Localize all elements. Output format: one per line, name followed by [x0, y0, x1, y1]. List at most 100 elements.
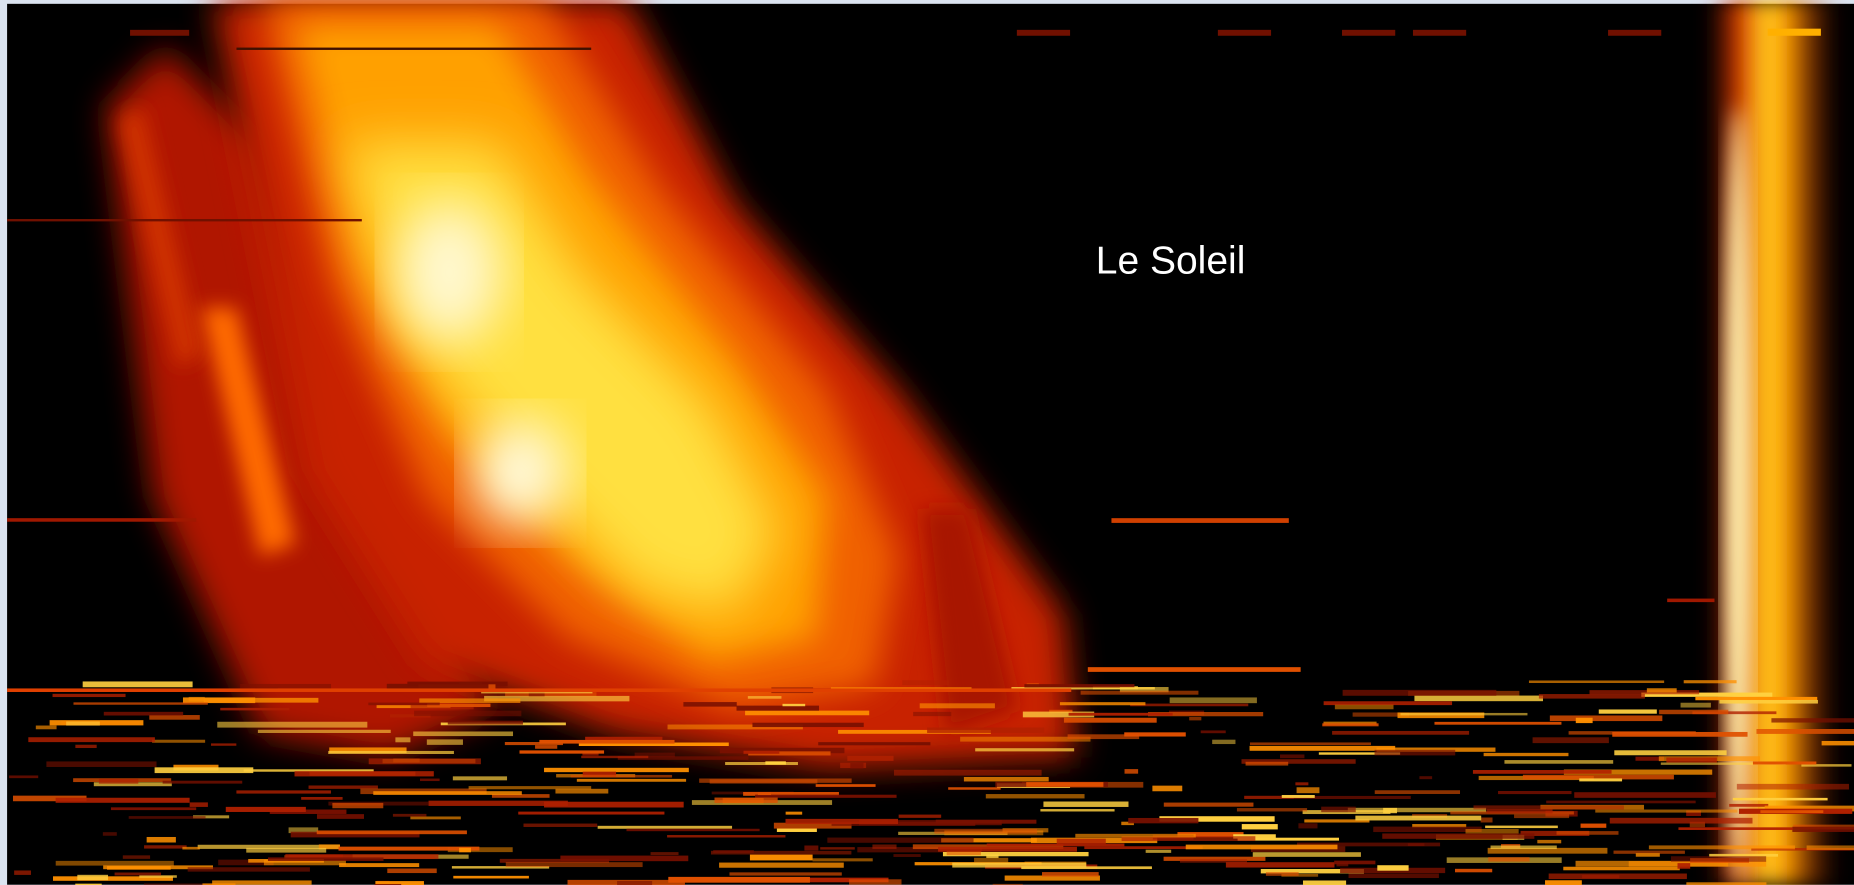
noise-line	[35, 725, 57, 730]
noise-line	[1124, 732, 1186, 737]
noise-line	[1546, 800, 1696, 804]
noise-line	[710, 850, 852, 855]
noise-line	[1021, 866, 1152, 870]
noise-line	[182, 846, 200, 850]
noise-line	[1059, 702, 1146, 706]
noise-line	[128, 816, 206, 819]
noise-line	[93, 782, 172, 787]
noise-line	[1771, 718, 1854, 723]
noise-line	[1348, 873, 1439, 879]
noise-line	[1355, 815, 1482, 821]
noise-line	[7, 688, 1072, 692]
noise-line	[985, 794, 1085, 799]
noise-line	[785, 811, 803, 815]
noise-line	[1252, 852, 1361, 857]
noise-line	[154, 767, 254, 774]
noise-line	[290, 831, 420, 838]
noise-line	[725, 762, 798, 766]
noise-line	[1821, 740, 1854, 746]
noise-line	[927, 727, 1045, 733]
noise-line	[53, 876, 173, 881]
noise-line	[1465, 828, 1519, 834]
noise-line	[1280, 795, 1411, 800]
noise-line	[1400, 712, 1528, 716]
noise-line	[729, 872, 842, 876]
noise-line	[1374, 790, 1461, 794]
noise-line	[453, 875, 529, 879]
noise-line	[938, 846, 1077, 852]
noise-line	[719, 747, 845, 754]
noise-line	[114, 872, 162, 876]
noise-line	[1332, 730, 1470, 735]
noise-line	[318, 844, 340, 850]
noise-line	[849, 879, 902, 885]
noise-line	[220, 707, 290, 711]
noise-line	[1579, 778, 1623, 782]
noise-line	[946, 851, 981, 856]
noise-line	[560, 855, 689, 862]
noise-line	[1598, 709, 1657, 714]
noise-line	[1225, 862, 1335, 868]
noise-line	[570, 774, 673, 778]
noise-line	[55, 860, 174, 866]
noise-line	[1537, 839, 1562, 844]
noise-line	[28, 737, 155, 743]
noise-line	[389, 714, 431, 718]
noise-line	[82, 681, 193, 688]
noise-line	[1043, 801, 1129, 807]
noise-line	[1244, 795, 1294, 799]
noise-line	[368, 758, 481, 765]
noise-line	[898, 814, 942, 818]
noise-line	[893, 769, 1042, 776]
noise-line	[103, 711, 184, 716]
noise-line	[1595, 809, 1738, 813]
noise-line	[1336, 862, 1349, 867]
noise-line	[941, 838, 1037, 843]
noise-line	[1217, 29, 1272, 36]
noise-line	[1412, 29, 1467, 36]
noise-line	[392, 813, 427, 817]
noise-line	[182, 697, 256, 704]
noise-line	[149, 715, 200, 720]
noise-line	[410, 816, 461, 820]
noise-line	[505, 862, 643, 868]
noise-line	[103, 865, 213, 870]
noise-line	[77, 874, 109, 881]
noise-line	[934, 828, 1038, 834]
noise-line	[122, 855, 151, 859]
noise-line	[428, 800, 568, 806]
noise-line	[960, 736, 1091, 742]
noise-line	[1751, 848, 1854, 851]
noise-line	[1185, 844, 1338, 850]
noise-line	[1412, 824, 1467, 828]
noise-line	[1563, 769, 1713, 775]
noise-line	[683, 702, 737, 707]
noise-line	[1084, 846, 1203, 850]
noise-line	[1487, 847, 1608, 854]
noise-line	[1080, 690, 1199, 695]
noise-line	[202, 883, 236, 885]
noise-line	[1609, 817, 1753, 824]
noise-line	[1434, 721, 1562, 725]
noise-line	[1667, 598, 1715, 603]
noise-line	[544, 801, 684, 808]
noise-line	[1613, 850, 1685, 854]
noise-line	[1169, 697, 1257, 704]
noise-line	[267, 857, 384, 861]
noise-line	[1281, 794, 1315, 798]
noise-line	[1692, 711, 1777, 715]
noise-line	[14, 870, 32, 875]
noise-line	[1473, 805, 1624, 810]
noise-line	[1376, 747, 1496, 752]
noise-line	[387, 868, 437, 874]
noise-line	[9, 775, 39, 779]
noise-line	[395, 737, 411, 743]
noise-line	[755, 794, 897, 798]
noise-line	[339, 863, 420, 868]
noise-line	[144, 845, 187, 849]
noise-line	[626, 828, 760, 832]
noise-line	[1545, 880, 1582, 885]
noise-line	[597, 825, 733, 829]
noise-line	[414, 710, 522, 717]
